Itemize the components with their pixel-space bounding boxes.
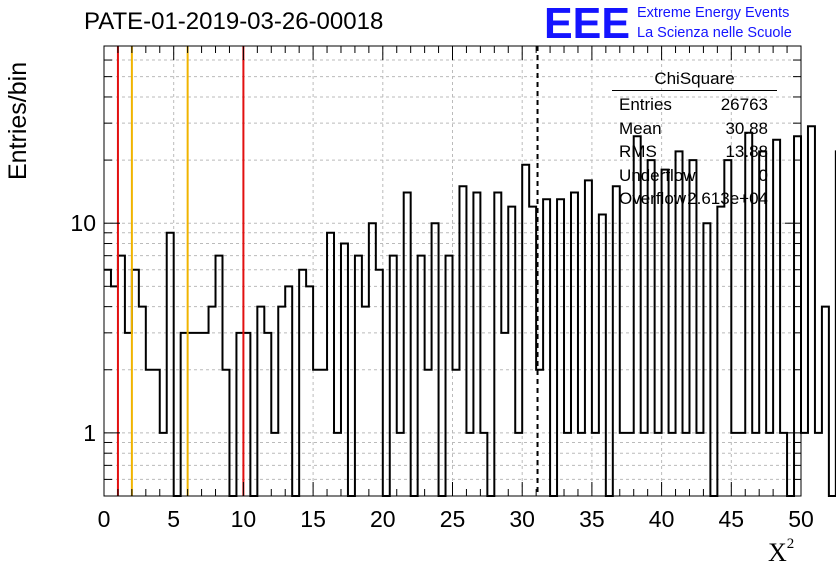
- histogram-bin: [376, 270, 383, 496]
- x-tick-label: 30: [509, 506, 535, 532]
- histogram-bin: [209, 307, 216, 496]
- histogram-bin: [501, 333, 508, 496]
- y-tick-label: 10: [70, 210, 96, 236]
- stats-box: ChiSquare Entries 26763 Mean 30.88 RMS 1…: [612, 68, 777, 211]
- stats-label: RMS: [619, 142, 657, 161]
- histogram-bin: [327, 233, 334, 496]
- stats-value: 26763: [720, 95, 768, 114]
- stats-value: 2.613e+04: [687, 189, 768, 208]
- histogram-bin: [195, 333, 202, 496]
- histogram-bin: [585, 180, 592, 496]
- histogram-bin: [522, 165, 529, 496]
- histogram-bin: [355, 256, 362, 496]
- chart-title: PATE-01-2019-03-26-00018: [84, 8, 384, 35]
- x-tick-label: 20: [370, 506, 396, 532]
- logo-line-2: La Scienza nelle Scuole: [637, 25, 792, 41]
- stats-label: Underflow: [619, 165, 696, 185]
- histogram-bin: [369, 223, 376, 496]
- histogram-bin: [571, 193, 578, 496]
- logo-letters: EEE: [544, 2, 630, 42]
- x-tick-label: 40: [649, 506, 675, 532]
- x-axis-label-letter: X: [768, 538, 787, 567]
- y-axis-label: Entries/bin: [4, 61, 32, 180]
- x-axis-label-exponent: 2: [786, 536, 795, 553]
- x-tick-label: 15: [300, 506, 326, 532]
- histogram-bin: [494, 193, 501, 496]
- x-tick-label: 25: [440, 506, 466, 532]
- histogram-bin: [362, 307, 369, 496]
- histogram-bin: [418, 256, 425, 496]
- y-tick-label: 1: [83, 420, 96, 446]
- marker-lines-layer: [116, 46, 539, 496]
- histogram-bin: [188, 333, 195, 496]
- stats-label: Entries: [619, 95, 672, 114]
- histogram-bin: [264, 333, 271, 496]
- stats-row-entries: Entries 26763: [612, 93, 777, 117]
- ticks-layer: [103, 46, 802, 496]
- histogram-bin: [216, 256, 223, 496]
- histogram-bin: [278, 307, 285, 496]
- stats-row-overflow: Overflow 2.613e+04: [612, 187, 777, 211]
- stats-divider: [612, 90, 777, 91]
- histogram-bin: [167, 233, 174, 496]
- histogram-bin: [599, 215, 606, 496]
- stats-value: 30.88: [725, 118, 768, 138]
- logo-line-1: Extreme Energy Events: [637, 5, 790, 21]
- histogram-bin: [822, 307, 829, 496]
- tick-labels-layer: 0 5 10 15 20 25 30 35 40 45 50 1 10: [70, 210, 813, 532]
- x-tick-label: 0: [98, 506, 111, 532]
- histogram-bin: [181, 333, 188, 496]
- histogram-bin: [139, 307, 146, 496]
- histogram-bin: [703, 223, 710, 496]
- logo-caption: Extreme Energy Events La Scienza nelle S…: [637, 3, 792, 43]
- histogram-bin: [801, 433, 808, 496]
- histogram-bin: [306, 286, 313, 496]
- histogram-bin: [529, 207, 536, 496]
- histogram-bin: [243, 333, 250, 496]
- x-tick-label: 50: [788, 506, 814, 532]
- histogram-bin: [390, 256, 397, 496]
- histogram-bin: [111, 286, 118, 496]
- stats-label: Overflow: [619, 189, 687, 208]
- histogram-bin: [202, 333, 209, 496]
- histogram-bin: [125, 333, 132, 496]
- x-tick-label: 45: [719, 506, 745, 532]
- eee-logo: EEE: [544, 2, 630, 42]
- histogram-bin: [236, 333, 243, 496]
- stats-row-underflow: Underflow 0: [612, 164, 777, 188]
- histogram-bin: [808, 126, 815, 496]
- histogram-bin: [717, 207, 724, 496]
- histogram-bin: [299, 270, 306, 496]
- stats-row-rms: RMS 13.88: [612, 140, 777, 164]
- histogram-bin: [815, 433, 822, 496]
- histogram-bin: [446, 256, 453, 496]
- histogram-bin: [508, 207, 515, 496]
- stats-value: 13.88: [725, 142, 768, 161]
- x-tick-label: 5: [167, 506, 180, 532]
- histogram-bin: [473, 193, 480, 496]
- stats-value: 0: [758, 165, 768, 185]
- x-tick-label: 10: [231, 506, 257, 532]
- stats-title: ChiSquare: [654, 69, 735, 88]
- histogram-bin: [132, 270, 139, 496]
- x-axis-label: X2: [768, 536, 795, 568]
- histogram-bin: [432, 223, 439, 496]
- histogram-bin: [118, 256, 125, 496]
- x-tick-label: 35: [579, 506, 605, 532]
- stats-row-mean: Mean 30.88: [612, 117, 777, 141]
- histogram-bin: [104, 270, 111, 496]
- histogram-bin: [285, 286, 292, 496]
- histogram-bin: [404, 193, 411, 496]
- stats-label: Mean: [619, 118, 662, 138]
- histogram-bin: [257, 307, 264, 496]
